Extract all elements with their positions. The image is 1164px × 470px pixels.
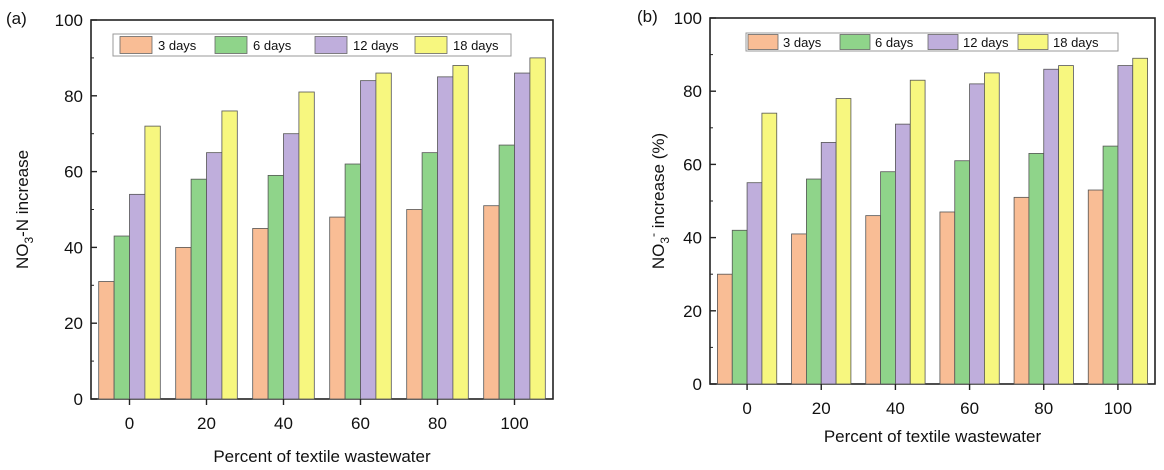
chart-a-xtick-label: 20 [197, 414, 216, 433]
chart-b-xtick-label: 100 [1104, 399, 1132, 418]
chart-a-ytick-label: 40 [64, 238, 83, 257]
chart-b-bar-12-days-20 [820, 142, 837, 385]
chart-a-x-axis-label: Percent of textile wastewater [213, 447, 431, 466]
chart-a-legend-label: 3 days [158, 38, 197, 53]
chart-a-xtick-label: 40 [274, 414, 293, 433]
chart-a-bar-3-days-0 [98, 281, 115, 400]
chart-b-bar-12-days-40 [895, 123, 911, 385]
chart-b-bar-6-days-60 [954, 160, 970, 385]
chart-a-bar-3-days-100 [483, 205, 500, 400]
chart-b-bar-3-days-20 [791, 233, 807, 385]
chart-b-legend-swatch [927, 34, 959, 50]
chart-a-legend-box [112, 33, 512, 57]
chart-b-ytick-label: 100 [674, 9, 702, 28]
chart-a-ytick-label: 60 [64, 163, 83, 182]
chart-a-bar-3-days-40 [252, 228, 269, 400]
chart-b-panel-label: (b) [637, 7, 658, 26]
chart-a-legend-swatch [119, 36, 153, 54]
chart-a-bar-12-days-20 [206, 152, 223, 400]
chart-a-xtick-label: 100 [500, 414, 528, 433]
chart-a-legend-label: 6 days [253, 38, 292, 53]
chart-b-xtick-label: 80 [1034, 399, 1053, 418]
chart-b-xtick-label: 20 [812, 399, 831, 418]
chart-b-legend-swatch [747, 34, 779, 50]
chart-a-legend-swatch [214, 36, 248, 54]
chart-a-legend-label: 12 days [353, 38, 399, 53]
chart-a-bar-18-days-100 [529, 57, 546, 400]
chart-b-bar-3-days-60 [939, 211, 956, 385]
chart-b-bar-6-days-20 [806, 178, 822, 385]
chart-a-y-axis-label: NO3-N increase [13, 150, 36, 269]
chart-a-bar-6-days-20 [190, 178, 207, 400]
chart-b-bar-18-days-20 [835, 98, 852, 385]
chart-b-ytick-label: 0 [693, 375, 702, 394]
chart-b-y-axis-label: NO3- increase (%) [646, 133, 672, 269]
chart-a-legend-label: 18 days [453, 38, 499, 53]
chart-b-legend-label: 3 days [783, 35, 822, 50]
chart-b-xtick-label: 60 [960, 399, 979, 418]
chart-a-bar-18-days-80 [452, 65, 469, 400]
chart-b-legend-label: 18 days [1053, 35, 1099, 50]
chart-a-bar-3-days-20 [175, 246, 192, 400]
chart-a-ytick-label: 80 [64, 87, 83, 106]
chart-a-bar-6-days-100 [498, 144, 515, 400]
chart-b-bar-12-days-60 [969, 83, 985, 385]
chart-a-bar-3-days-60 [329, 216, 346, 400]
chart-a-bar-18-days-20 [221, 110, 238, 400]
chart-a-bar-6-days-80 [421, 152, 438, 400]
chart-a-bar-12-days-100 [514, 72, 531, 400]
chart-b-bar-12-days-80 [1043, 68, 1059, 385]
chart-b-ytick-label: 80 [683, 82, 702, 101]
chart-b-bar-6-days-40 [880, 171, 896, 385]
chart-b-xtick-label: 0 [742, 399, 751, 418]
chart-a-bar-6-days-40 [267, 174, 284, 400]
chart-b-legend-swatch [1017, 34, 1049, 50]
chart-a-bar-12-days-0 [129, 193, 146, 400]
chart-a-legend-swatch [414, 36, 448, 54]
chart-a-bar-18-days-0 [144, 125, 161, 400]
chart-b-bar-18-days-80 [1058, 65, 1074, 385]
chart-b-bar-3-days-40 [865, 215, 881, 385]
chart-b-bar-6-days-0 [731, 229, 748, 385]
chart-a-legend-swatch [314, 36, 348, 54]
chart-b-bar-18-days-0 [761, 112, 778, 385]
chart-b-bar-6-days-100 [1102, 145, 1119, 385]
chart-a-ytick-label: 0 [74, 390, 83, 409]
chart-b-bar-3-days-0 [717, 273, 733, 385]
chart-a-bar-6-days-60 [344, 163, 361, 400]
chart-a-bar-12-days-60 [360, 80, 377, 400]
chart-a-bar-12-days-80 [437, 76, 454, 400]
chart-a-panel-label: (a) [6, 9, 27, 28]
chart-b-bar-18-days-100 [1132, 57, 1148, 385]
chart-b-bar-6-days-80 [1028, 153, 1045, 385]
chart-b-legend-swatch [839, 34, 871, 50]
chart-b-bar-18-days-40 [909, 79, 926, 385]
chart-b-xtick-label: 40 [886, 399, 905, 418]
chart-a-ytick-label: 100 [55, 11, 83, 30]
chart-a-bar-18-days-60 [375, 72, 392, 400]
chart-a-bar-6-days-0 [113, 235, 130, 400]
chart-b-legend-label: 6 days [875, 35, 914, 50]
chart-a-bar-12-days-40 [283, 133, 300, 400]
chart-b-ytick-label: 60 [683, 155, 702, 174]
chart-b-ytick-label: 20 [683, 302, 702, 321]
chart-b-bar-3-days-80 [1013, 196, 1030, 385]
chart-b-legend-label: 12 days [963, 35, 1009, 50]
chart-a-ytick-label: 20 [64, 314, 83, 333]
chart-a-bar-3-days-80 [406, 209, 423, 400]
chart-a-xtick-label: 60 [351, 414, 370, 433]
chart-b-bar-12-days-0 [746, 182, 763, 385]
chart-a: 0 20 40 60 80 100 0 20 40 60 80 100 Percent of texti… [6, 9, 554, 466]
chart-b-bar-12-days-100 [1117, 65, 1134, 385]
chart-b-x-axis-label: Percent of textile wastewater [824, 427, 1042, 446]
chart-b-bar-3-days-100 [1087, 189, 1104, 385]
chart-a-xtick-label: 0 [125, 414, 134, 433]
chart-b-ytick-label: 40 [683, 229, 702, 248]
chart-b: 0 20 40 60 80 100 0 20 40 60 80 100 Percent of texti… [637, 7, 1156, 446]
chart-a-xtick-label: 80 [428, 414, 447, 433]
chart-b-bar-18-days-60 [984, 72, 1000, 385]
chart-a-bar-18-days-40 [298, 91, 315, 400]
